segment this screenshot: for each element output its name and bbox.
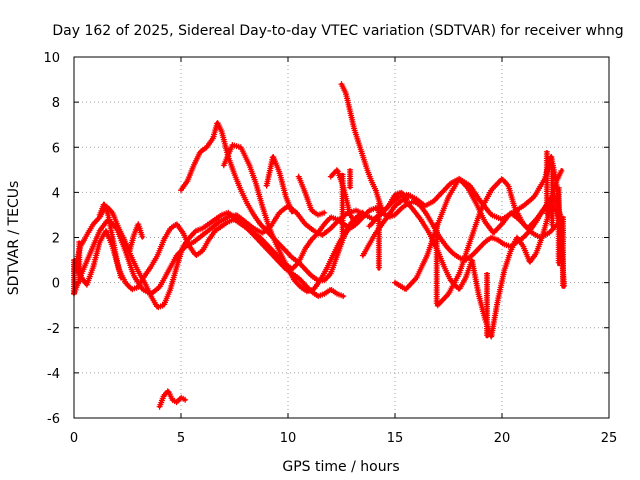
markers-trace-14: [295, 173, 328, 218]
y-tick-label: -4: [47, 367, 60, 382]
markers-trace-5: [220, 142, 361, 295]
y-tick-label: -6: [47, 412, 60, 427]
markers-trace-7: [359, 168, 565, 340]
segment-markers-3: [339, 173, 346, 237]
x-tick-label: 20: [494, 431, 511, 446]
segment-markers-6: [433, 223, 440, 304]
y-tick-label: 10: [43, 51, 60, 66]
segment-markers-11: [560, 216, 566, 286]
markers-trace-16: [366, 189, 410, 230]
y-axis-label: SDTVAR / TECUs: [6, 181, 22, 296]
markers-trace-12: [126, 221, 146, 254]
markers-trace-6: [338, 81, 387, 217]
x-tick-label: 0: [70, 431, 78, 446]
x-tick-label: 5: [177, 431, 185, 446]
x-tick-labels: 0 5 10 15 20 25: [70, 431, 617, 446]
segment-markers-7: [484, 273, 490, 336]
y-tick-label: 2: [52, 232, 60, 247]
x-tick-label: 15: [387, 431, 404, 446]
y-tick-label: 0: [52, 277, 60, 292]
markers-trace-4: [178, 120, 366, 284]
segment-markers-5: [375, 203, 382, 269]
x-axis-label: GPS time / hours: [282, 459, 399, 475]
markers-trace-10: [156, 388, 189, 410]
x-tick-label: 10: [280, 431, 297, 446]
y-tick-labels: -6 -4 -2 0 2 4 6 8 10: [43, 51, 60, 427]
segment-markers-4: [347, 169, 354, 188]
segment-markers-2: [76, 241, 83, 283]
plot-frame: [73, 56, 610, 419]
segment-markers-8: [543, 151, 550, 214]
data-layer: [71, 81, 567, 410]
markers-trace-13: [263, 154, 295, 215]
y-tick-label: 6: [52, 141, 60, 156]
y-tick-label: 4: [52, 186, 60, 201]
markers-trace-11: [96, 201, 124, 281]
segment-markers-9: [549, 164, 556, 226]
segment-markers-10: [555, 187, 562, 264]
chart-title: Day 162 of 2025, Sidereal Day-to-day VTE…: [52, 23, 623, 39]
y-tick-label: -2: [47, 322, 60, 337]
y-tick-label: 8: [52, 96, 60, 111]
x-tick-label: 25: [601, 431, 618, 446]
